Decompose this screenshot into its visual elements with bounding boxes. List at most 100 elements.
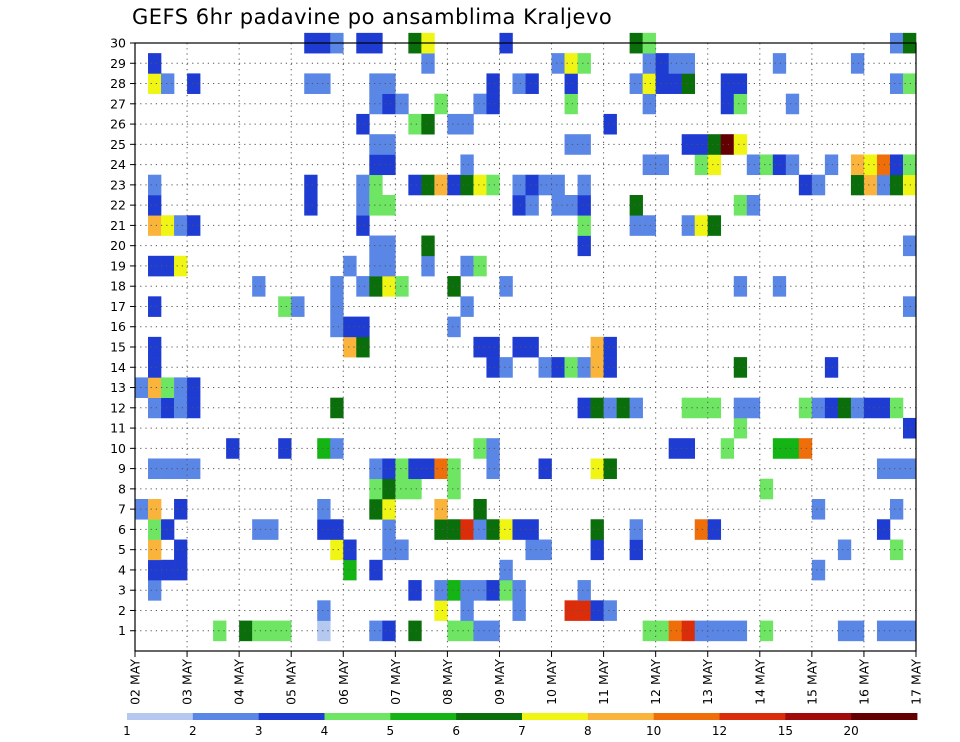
heat-cell-m24-t56 (863, 154, 878, 176)
heat-cell-m5-t58 (889, 539, 904, 561)
heat-cell-m28-t33 (564, 73, 578, 94)
heat-cell-m28-t29 (512, 73, 526, 94)
heat-cell-m20-t18 (369, 235, 383, 257)
y-tick-label: 8 (118, 481, 126, 496)
heat-cell-m5-t16 (343, 539, 357, 561)
heat-cell-m1-t24 (447, 620, 461, 642)
heatmap-cells (135, 32, 917, 642)
y-tick-label: 5 (118, 542, 126, 557)
heat-cell-m22-t13 (304, 195, 318, 216)
heat-cell-m23-t13 (304, 174, 318, 196)
heat-cell-m23-t26 (473, 174, 487, 196)
heat-cell-m23-t55 (850, 174, 865, 196)
heat-cell-m13-t3 (174, 377, 188, 398)
heat-cell-m15-t16 (343, 336, 357, 358)
heat-cell-m9-t23 (434, 458, 448, 480)
heat-cell-m26-t22 (421, 113, 435, 135)
heat-cell-m23-t34 (577, 174, 591, 196)
heat-cell-m13-t2 (161, 377, 175, 398)
legend-label: 15 (778, 724, 793, 738)
heat-cell-m28-t30 (525, 73, 539, 94)
heat-cell-m23-t59 (902, 174, 917, 196)
heat-cell-m4-t2 (161, 559, 175, 581)
heat-cell-m5-t19 (382, 539, 396, 561)
heat-cell-m19-t2 (161, 255, 175, 277)
heat-cell-m27-t23 (434, 93, 448, 115)
heat-cell-m23-t25 (460, 174, 474, 196)
heat-cell-m27-t39 (642, 93, 656, 115)
heat-cell-m2-t23 (434, 600, 448, 621)
heat-cell-m20-t59 (902, 235, 917, 257)
legend-label: 1 (123, 724, 131, 738)
heat-cell-m22-t46 (733, 195, 748, 216)
heat-cell-m1-t14 (317, 620, 331, 642)
heat-cell-m5-t20 (395, 539, 409, 561)
heat-cell-m7-t14 (317, 499, 331, 520)
heat-cell-m17-t15 (330, 296, 344, 317)
heat-cell-m6-t14 (317, 519, 331, 540)
heat-cell-m8-t48 (759, 478, 774, 500)
heat-cell-m14-t27 (486, 357, 500, 378)
x-tick-label: 11 MAY (596, 659, 611, 705)
heat-cell-m16-t15 (330, 316, 344, 338)
heat-cell-m21-t38 (629, 215, 643, 236)
heat-cell-m4-t16 (343, 559, 357, 581)
heat-cell-m25-t18 (369, 134, 383, 155)
heat-cell-m28-t1 (148, 73, 162, 94)
heat-cell-m1-t57 (876, 620, 891, 642)
heat-cell-m9-t31 (538, 458, 552, 480)
heat-cell-m15-t27 (486, 336, 500, 358)
heat-cell-m15-t29 (512, 336, 526, 358)
heat-cell-m22-t34 (577, 195, 591, 216)
y-tick-label: 20 (110, 238, 126, 253)
heat-cell-m17-t12 (291, 296, 305, 317)
heat-cell-m8-t24 (447, 478, 461, 500)
heat-cell-m19-t16 (343, 255, 357, 277)
heat-cell-m5-t31 (538, 539, 552, 561)
heat-cell-m1-t21 (408, 620, 422, 642)
heat-cell-m27-t20 (395, 93, 409, 115)
heat-cell-m6-t30 (525, 519, 539, 540)
heat-cell-m10-t14 (317, 438, 331, 459)
heat-cell-m13-t1 (148, 377, 162, 398)
heat-cell-m29-t33 (564, 53, 578, 74)
heat-cell-m7-t19 (382, 499, 396, 520)
heat-cell-m24-t25 (460, 154, 474, 176)
heat-cell-m23-t30 (525, 174, 539, 196)
x-tick-label: 15 MAY (804, 659, 819, 705)
heat-cell-m27-t33 (564, 93, 578, 115)
heat-cell-m6-t57 (876, 519, 891, 540)
heat-cell-m22-t47 (746, 195, 761, 216)
y-tick-label: 6 (118, 522, 126, 537)
heat-cell-m12-t44 (707, 397, 722, 419)
heat-cell-m17-t25 (460, 296, 474, 317)
heat-cell-m7-t23 (434, 499, 448, 520)
heat-cell-m24-t48 (759, 154, 774, 176)
legend-label: 7 (518, 724, 526, 738)
x-tick-label: 08 MAY (440, 659, 455, 705)
y-tick-label: 15 (110, 340, 126, 355)
heat-cell-m9-t19 (382, 458, 396, 480)
heat-cell-m29-t34 (577, 53, 591, 74)
y-tick-label: 9 (118, 461, 126, 476)
heat-cell-m13-t0 (135, 377, 149, 398)
heat-cell-m9-t36 (603, 458, 617, 480)
heat-cell-m1-t18 (369, 620, 383, 642)
heat-cell-m1-t9 (252, 620, 266, 642)
heat-cell-m27-t26 (473, 93, 487, 115)
heat-cell-m16-t17 (356, 316, 370, 338)
heat-cell-m7-t18 (369, 499, 383, 520)
legend-label: 10 (646, 724, 661, 738)
heat-cell-m2-t34 (577, 600, 591, 621)
heat-cell-m10-t7 (226, 438, 240, 459)
heat-cell-m19-t1 (148, 255, 162, 277)
heat-cell-m23-t51 (798, 174, 813, 196)
heat-cell-m23-t21 (408, 174, 422, 196)
heat-cell-m2-t29 (512, 600, 526, 621)
heat-cell-m1-t43 (694, 620, 709, 642)
heat-cell-m3-t23 (434, 580, 448, 601)
legend-label: 3 (255, 724, 263, 738)
legend-label: 6 (452, 724, 460, 738)
heat-cell-m18-t15 (330, 276, 344, 297)
heat-cell-m24-t40 (655, 154, 669, 176)
